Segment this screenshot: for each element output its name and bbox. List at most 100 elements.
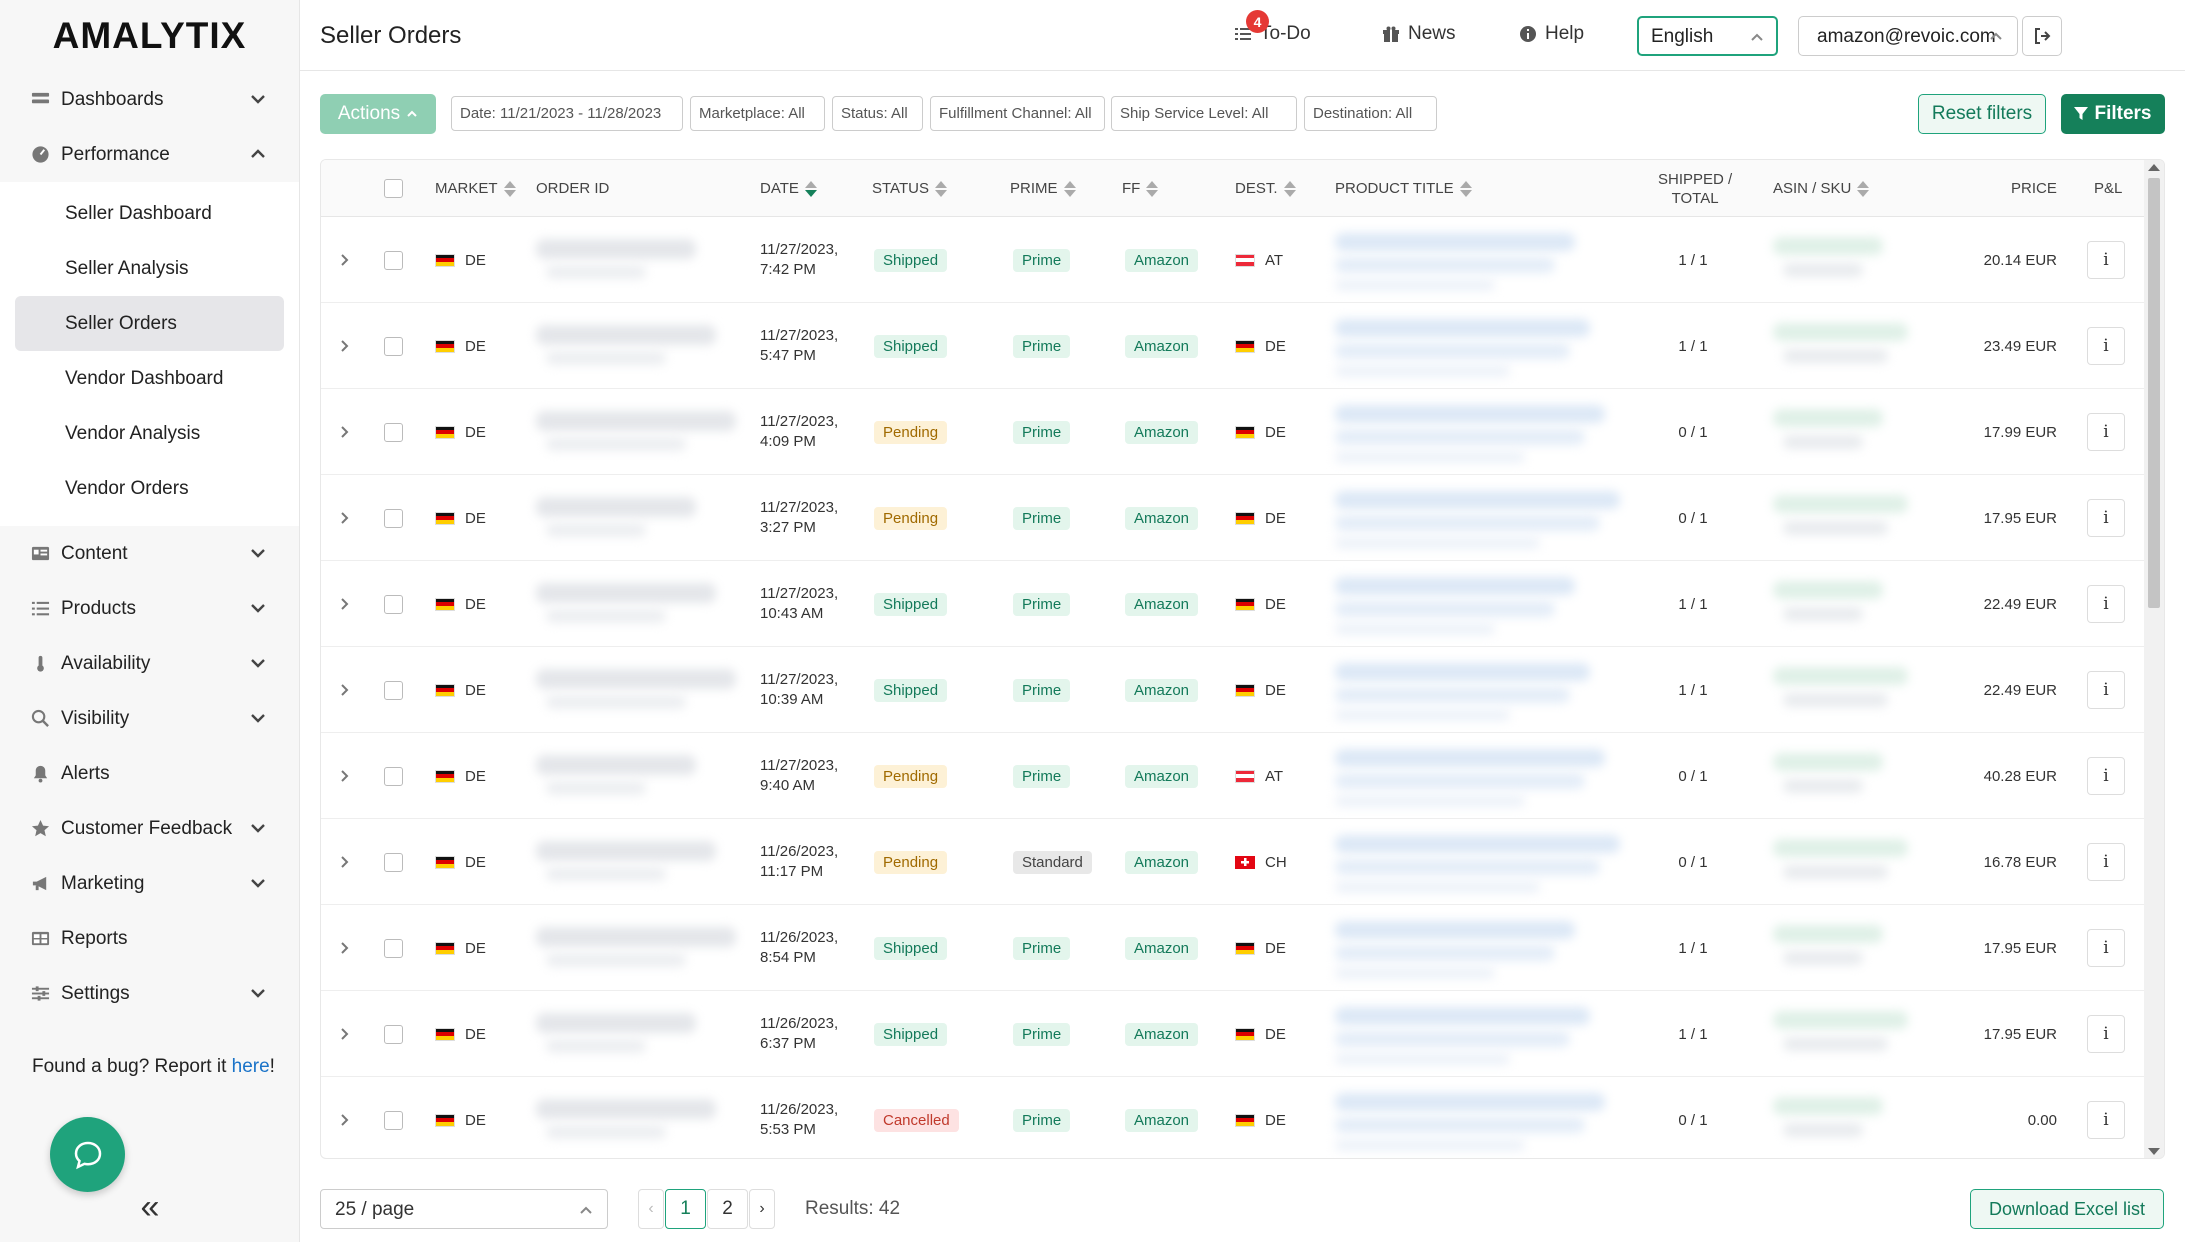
expand-row-icon[interactable] [337, 905, 351, 991]
expand-row-icon[interactable] [337, 647, 351, 733]
row-checkbox[interactable] [384, 561, 403, 647]
prev-page-button[interactable]: ‹ [638, 1189, 664, 1229]
row-checkbox[interactable] [384, 819, 403, 905]
sidebar-item-alerts[interactable]: Alerts [0, 746, 299, 801]
page-size-select[interactable]: 25 / page [320, 1189, 608, 1229]
table-row[interactable]: DE 11/26/2023, 6:37 PM Shipped Prime Amazon DE… [321, 991, 2146, 1077]
help-link[interactable]: Help [1519, 23, 1584, 45]
sidebar-item-settings[interactable]: Settings [0, 966, 299, 1021]
filter-chip[interactable]: Ship Service Level: All [1111, 96, 1297, 131]
expand-row-icon[interactable] [337, 475, 351, 561]
pnl-info-button[interactable]: i [2087, 843, 2125, 881]
col-status[interactable]: STATUS [872, 160, 947, 217]
col-market[interactable]: MARKET [435, 160, 516, 217]
expand-row-icon[interactable] [337, 819, 351, 905]
table-row[interactable]: DE 11/27/2023, 4:09 PM Pending Prime Amazon DE… [321, 389, 2146, 475]
sidebar-item-reports[interactable]: Reports [0, 911, 299, 966]
sidebar-subitem-seller-orders[interactable]: Seller Orders [15, 296, 284, 351]
row-checkbox[interactable] [384, 389, 403, 475]
sidebar-item-content[interactable]: Content [0, 526, 299, 581]
expand-row-icon[interactable] [337, 389, 351, 475]
expand-row-icon[interactable] [337, 303, 351, 389]
col-date[interactable]: DATE [760, 160, 817, 217]
scrollbar-thumb[interactable] [2148, 178, 2160, 608]
row-checkbox[interactable] [384, 475, 403, 561]
filter-chip[interactable]: Status: All [832, 96, 923, 131]
next-page-button[interactable]: › [749, 1189, 775, 1229]
table-row[interactable]: DE 11/26/2023, 11:17 PM Pending Standard Amaz… [321, 819, 2146, 905]
table-row[interactable]: DE 11/27/2023, 3:27 PM Pending Prime Amazon DE… [321, 475, 2146, 561]
col-product-title[interactable]: PRODUCT TITLE [1335, 160, 1472, 217]
row-checkbox[interactable] [384, 217, 403, 303]
sidebar-item-availability[interactable]: Availability [0, 636, 299, 691]
bug-report-link[interactable]: here [231, 1056, 270, 1077]
table-row[interactable]: DE 11/27/2023, 9:40 AM Pending Prime Amazon AT… [321, 733, 2146, 819]
table-row[interactable]: DE 11/27/2023, 5:47 PM Shipped Prime Amazon DE… [321, 303, 2146, 389]
pnl-info-button[interactable]: i [2087, 413, 2125, 451]
table-row[interactable]: DE 11/27/2023, 7:42 PM Shipped Prime Amazon AT… [321, 217, 2146, 303]
pnl-info-button[interactable]: i [2087, 1101, 2125, 1139]
pnl-info-button[interactable]: i [2087, 929, 2125, 967]
pnl-info-button[interactable]: i [2087, 327, 2125, 365]
pnl-info-button[interactable]: i [2087, 671, 2125, 709]
sidebar-item-visibility[interactable]: Visibility [0, 691, 299, 746]
row-checkbox[interactable] [384, 733, 403, 819]
logout-button[interactable] [2022, 16, 2062, 56]
account-select[interactable]: amazon@revoic.com [1798, 16, 2018, 56]
col-dest[interactable]: DEST. [1235, 160, 1296, 217]
actions-button[interactable]: Actions [320, 94, 436, 134]
todo-link[interactable]: To-Do [1234, 23, 1311, 45]
expand-row-icon[interactable] [337, 561, 351, 647]
page-2-button[interactable]: 2 [707, 1189, 748, 1229]
sidebar-item-products[interactable]: Products [0, 581, 299, 636]
row-checkbox[interactable] [384, 1077, 403, 1158]
page-1-button[interactable]: 1 [665, 1189, 706, 1229]
scroll-down-icon[interactable] [2148, 1148, 2160, 1155]
expand-row-icon[interactable] [337, 991, 351, 1077]
filters-button[interactable]: Filters [2061, 94, 2165, 134]
language-select[interactable]: English [1637, 16, 1778, 56]
expand-row-icon[interactable] [337, 733, 351, 819]
filter-chip[interactable]: Marketplace: All [690, 96, 825, 131]
sidebar-subitem-seller-dashboard[interactable]: Seller Dashboard [65, 202, 212, 224]
col-ff[interactable]: FF [1122, 160, 1159, 217]
pnl-info-button[interactable]: i [2087, 241, 2125, 279]
download-excel-button[interactable]: Download Excel list [1970, 1189, 2164, 1229]
col-asin-sku[interactable]: ASIN / SKU [1773, 160, 1870, 217]
filter-chip[interactable]: Destination: All [1304, 96, 1437, 131]
sidebar-subitem-vendor-orders[interactable]: Vendor Orders [65, 477, 189, 499]
sidebar-subitem-vendor-analysis[interactable]: Vendor Analysis [65, 422, 201, 444]
sidebar-item-dashboards[interactable]: Dashboards [0, 72, 299, 127]
select-all-checkbox[interactable] [384, 160, 403, 217]
app-logo[interactable]: AMALYTIX [52, 15, 247, 56]
table-row[interactable]: DE 11/27/2023, 10:43 AM Shipped Prime Amazon D… [321, 561, 2146, 647]
sidebar-subitem-vendor-dashboard[interactable]: Vendor Dashboard [65, 367, 224, 389]
scroll-up-icon[interactable] [2148, 164, 2160, 171]
sidebar-item-marketing[interactable]: Marketing [0, 856, 299, 911]
sidebar-item-customer-feedback[interactable]: Customer Feedback [0, 801, 299, 856]
table-row[interactable]: DE 11/26/2023, 8:54 PM Shipped Prime Amazon DE… [321, 905, 2146, 991]
reset-filters-button[interactable]: Reset filters [1918, 94, 2046, 134]
search-icon [30, 709, 50, 729]
table-row[interactable]: DE 11/27/2023, 10:39 AM Shipped Prime Amazon D… [321, 647, 2146, 733]
chat-button[interactable] [50, 1117, 125, 1192]
table-scrollbar[interactable] [2144, 160, 2164, 1158]
expand-row-icon[interactable] [337, 1077, 351, 1158]
sidebar-item-performance[interactable]: Performance [0, 127, 299, 182]
col-prime[interactable]: PRIME [1010, 160, 1076, 217]
table-row[interactable]: DE 11/26/2023, 5:53 PM Cancelled Prime Amazon… [321, 1077, 2146, 1158]
row-checkbox[interactable] [384, 303, 403, 389]
filter-chip[interactable]: Fulfillment Channel: All [930, 96, 1105, 131]
row-checkbox[interactable] [384, 991, 403, 1077]
pnl-info-button[interactable]: i [2087, 499, 2125, 537]
sidebar-subitem-seller-analysis[interactable]: Seller Analysis [65, 257, 189, 279]
expand-row-icon[interactable] [337, 217, 351, 303]
pnl-info-button[interactable]: i [2087, 585, 2125, 623]
collapse-sidebar-icon[interactable]: « [140, 1188, 160, 1226]
row-checkbox[interactable] [384, 905, 403, 991]
row-checkbox[interactable] [384, 647, 403, 733]
pnl-info-button[interactable]: i [2087, 757, 2125, 795]
pnl-info-button[interactable]: i [2087, 1015, 2125, 1053]
filter-chip[interactable]: Date: 11/21/2023 - 11/28/2023 [451, 96, 683, 131]
news-link[interactable]: News [1382, 23, 1456, 45]
